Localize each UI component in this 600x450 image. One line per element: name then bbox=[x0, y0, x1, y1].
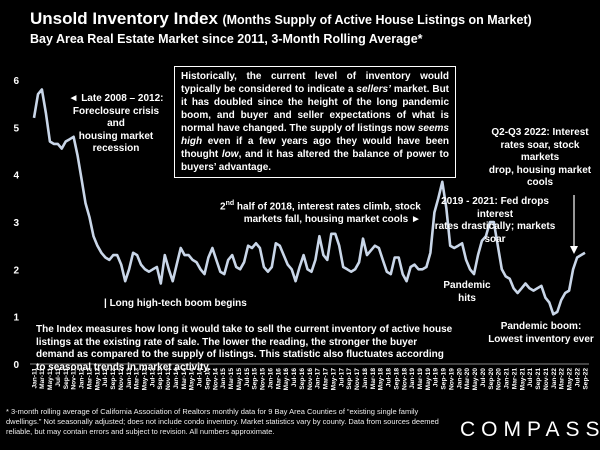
x-tick-label: Mar-15 bbox=[228, 368, 235, 390]
x-tick-label: May-11 bbox=[47, 368, 54, 390]
x-tick-label: May-22 bbox=[567, 368, 574, 391]
chart-title: Unsold Inventory Index (Months Supply of… bbox=[30, 9, 532, 28]
x-tick-label: Jan-14 bbox=[173, 368, 180, 389]
x-tick-label: May-13 bbox=[141, 368, 148, 391]
annotation-boom: | Long high-tech boom begins bbox=[104, 298, 247, 309]
q2q3-arrowhead bbox=[570, 246, 578, 254]
x-tick-label: Jan-13 bbox=[126, 368, 133, 389]
x-tick-label: Jan-17 bbox=[315, 368, 322, 389]
x-tick-label: Jul-18 bbox=[386, 368, 393, 387]
x-tick-label: Nov-20 bbox=[496, 368, 503, 390]
x-tick-label: May-16 bbox=[283, 368, 290, 391]
y-tick-label: 1 bbox=[13, 313, 19, 324]
x-tick-label: Sep-16 bbox=[299, 368, 306, 390]
x-tick-label: Jul-19 bbox=[433, 368, 440, 387]
y-tick-label: 4 bbox=[13, 171, 19, 182]
x-tick-label: May-19 bbox=[425, 368, 432, 391]
x-tick-label: Sep-21 bbox=[535, 368, 542, 390]
y-tick-label: 2 bbox=[13, 265, 19, 276]
x-tick-label: Nov-13 bbox=[165, 368, 172, 390]
annotation-late-2008: ◄ Late 2008 – 2012: Foreclosure crisis a… bbox=[68, 93, 164, 154]
index-explanation: The Index measures how long it would tak… bbox=[36, 324, 453, 373]
chart-subtitle: Bay Area Real Estate Market since 2011, … bbox=[30, 32, 423, 46]
x-tick-label: Sep-15 bbox=[252, 368, 259, 390]
x-tick-label: Jul-22 bbox=[574, 368, 581, 387]
x-tick-label: Mar-18 bbox=[370, 368, 377, 390]
x-tick-label: Jul-11 bbox=[55, 368, 62, 387]
x-tick-label: Jul-12 bbox=[102, 368, 109, 387]
x-tick-label: Jan-20 bbox=[456, 368, 463, 389]
x-tick-label: Nov-11 bbox=[71, 368, 78, 390]
x-tick-label: Jan-15 bbox=[220, 368, 227, 389]
x-tick-label: Mar-16 bbox=[275, 368, 282, 390]
x-tick-label: Sep-20 bbox=[488, 368, 495, 390]
x-tick-label: Mar-21 bbox=[511, 368, 518, 390]
x-tick-label: Jul-14 bbox=[197, 368, 204, 387]
x-tick-label: Sep-13 bbox=[157, 368, 164, 390]
x-tick-label: Jan-11 bbox=[31, 368, 38, 389]
x-tick-label: May-14 bbox=[189, 368, 196, 391]
x-tick-label: May-20 bbox=[472, 368, 479, 391]
x-tick-label: Sep-12 bbox=[110, 368, 117, 390]
x-tick-label: Mar-14 bbox=[181, 368, 188, 390]
x-tick-label: Nov-16 bbox=[307, 368, 314, 390]
x-tick-label: Jul-21 bbox=[527, 368, 534, 387]
x-tick-label: Jan-19 bbox=[409, 368, 416, 389]
x-tick-label: Mar-12 bbox=[86, 368, 93, 390]
x-tick-label: Jul-15 bbox=[244, 368, 251, 387]
x-tick-label: May-18 bbox=[378, 368, 385, 391]
annotation-2018: 2nd half of 2018, interest rates climb, … bbox=[220, 200, 421, 225]
x-tick-label: Nov-21 bbox=[543, 368, 550, 390]
x-tick-label: Jul-20 bbox=[480, 368, 487, 387]
y-tick-label: 5 bbox=[13, 123, 19, 134]
x-tick-label: Mar-19 bbox=[417, 368, 424, 390]
historical-context-box: Historically, the current level of inven… bbox=[174, 66, 456, 178]
x-tick-label: May-12 bbox=[94, 368, 101, 391]
x-tick-label: May-17 bbox=[330, 368, 337, 391]
y-tick-label: 3 bbox=[13, 218, 19, 229]
x-tick-label: Nov-14 bbox=[212, 368, 219, 390]
x-tick-label: Sep-18 bbox=[393, 368, 400, 390]
annotation-pandemic-boom: Pandemic boom: Lowest inventory ever bbox=[488, 321, 594, 345]
x-tick-label: May-21 bbox=[519, 368, 526, 391]
x-tick-label: Mar-22 bbox=[559, 368, 566, 390]
x-tick-label: Sep-17 bbox=[346, 368, 353, 390]
footnote: * 3-month rolling average of California … bbox=[6, 407, 439, 436]
annotation-q2q3-2022: Q2-Q3 2022: Interest rates soar, stock m… bbox=[488, 127, 592, 188]
x-tick-label: Jan-22 bbox=[551, 368, 558, 389]
annotation-pandemic-hits: Pandemic hits bbox=[443, 280, 491, 304]
x-tick-label: Nov-12 bbox=[118, 368, 125, 390]
x-tick-label: Jan-21 bbox=[504, 368, 511, 389]
x-tick-label: Nov-17 bbox=[354, 368, 361, 390]
x-tick-label: Mar-11 bbox=[39, 368, 46, 389]
x-tick-label: Jul-17 bbox=[338, 368, 345, 387]
x-tick-label: Jul-16 bbox=[291, 368, 298, 387]
x-tick-label: Jul-13 bbox=[149, 368, 156, 387]
compass-logo: COMPASS bbox=[460, 418, 600, 441]
x-tick-label: Jan-16 bbox=[267, 368, 274, 389]
x-tick-label: Nov-15 bbox=[260, 368, 267, 390]
x-tick-label: Mar-13 bbox=[134, 368, 141, 390]
x-tick-label: Sep-14 bbox=[204, 368, 211, 390]
annotation-fed: 2019 - 2021: Fed drops interest rates dr… bbox=[434, 196, 556, 245]
y-tick-label: 0 bbox=[13, 360, 19, 371]
x-tick-label: Mar-20 bbox=[464, 368, 471, 390]
y-tick-label: 6 bbox=[13, 76, 19, 87]
x-tick-label: Jan-18 bbox=[362, 368, 369, 389]
x-tick-label: Nov-18 bbox=[401, 368, 408, 390]
x-tick-label: Jan-12 bbox=[79, 368, 86, 389]
x-tick-label: Sep-22 bbox=[582, 368, 589, 390]
x-tick-label: Sep-11 bbox=[63, 368, 70, 390]
x-tick-label: Nov-19 bbox=[448, 368, 455, 390]
x-tick-label: May-15 bbox=[236, 368, 243, 391]
x-tick-label: Sep-19 bbox=[441, 368, 448, 390]
x-tick-label: Mar-17 bbox=[323, 368, 330, 390]
series-line bbox=[32, 88, 586, 316]
